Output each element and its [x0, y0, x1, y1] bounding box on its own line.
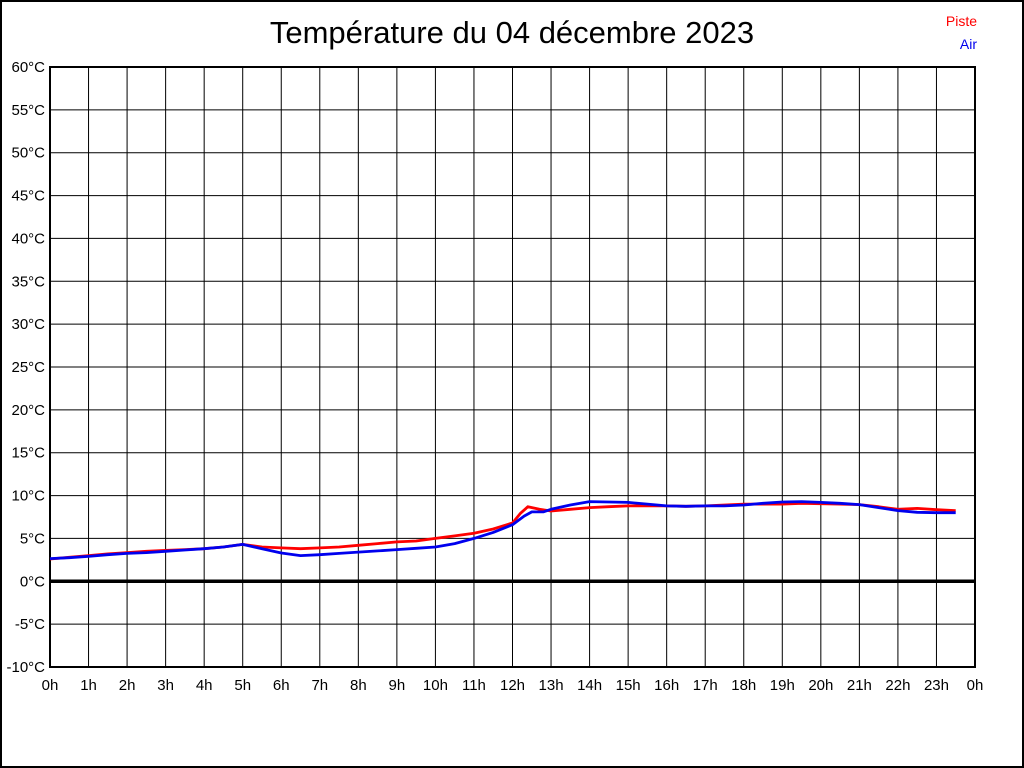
x-tick-label: 2h: [119, 677, 136, 694]
plot-border: [49, 66, 976, 668]
x-tick-label: 9h: [389, 677, 406, 694]
y-tick-label: 30°C: [11, 316, 45, 333]
x-tick-label: 4h: [196, 677, 213, 694]
y-tick-label: 10°C: [11, 488, 45, 505]
y-tick-label: 50°C: [11, 145, 45, 162]
x-tick-label: 22h: [885, 677, 910, 694]
x-tick-label: 12h: [500, 677, 525, 694]
y-tick-label: 0°C: [20, 573, 45, 590]
y-tick-label: 20°C: [11, 402, 45, 419]
x-tick-label: 1h: [80, 677, 97, 694]
y-tick-label: -5°C: [15, 616, 45, 633]
x-tick-label: 20h: [808, 677, 833, 694]
y-tick-label: -10°C: [6, 659, 45, 676]
y-tick-label: 25°C: [11, 359, 45, 376]
series-line-air: [49, 500, 956, 560]
x-tick-label: 14h: [577, 677, 602, 694]
y-tick-label: 45°C: [11, 188, 45, 205]
y-tick-label: 15°C: [11, 445, 45, 462]
x-tick-label: 16h: [654, 677, 679, 694]
y-tick-label: 55°C: [11, 102, 45, 119]
x-tick-label: 7h: [311, 677, 328, 694]
legend-entry-air: Air: [959, 36, 977, 52]
x-tick-label: 6h: [273, 677, 290, 694]
x-tick-label: 10h: [423, 677, 448, 694]
chart-legend: Piste Air: [946, 10, 977, 56]
x-tick-label: 8h: [350, 677, 367, 694]
x-tick-label: 21h: [847, 677, 872, 694]
x-tick-label: 15h: [616, 677, 641, 694]
legend-entry-piste: Piste: [945, 13, 977, 29]
x-tick-label: 0h: [967, 677, 984, 694]
y-tick-label: 60°C: [11, 59, 45, 76]
x-tick-label: 18h: [731, 677, 756, 694]
x-tick-label: 23h: [924, 677, 949, 694]
x-tick-label: 13h: [539, 677, 564, 694]
y-tick-label: 40°C: [11, 230, 45, 247]
x-tick-label: 19h: [770, 677, 795, 694]
x-tick-label: 17h: [693, 677, 718, 694]
x-tick-label: 0h: [42, 677, 59, 694]
y-tick-label: 35°C: [11, 273, 45, 290]
y-tick-label: 5°C: [20, 530, 45, 547]
x-tick-label: 3h: [157, 677, 174, 694]
x-tick-label: 11h: [462, 677, 486, 694]
chart-title: Température du 04 décembre 2023: [269, 15, 755, 50]
x-tick-label: 5h: [234, 677, 251, 694]
